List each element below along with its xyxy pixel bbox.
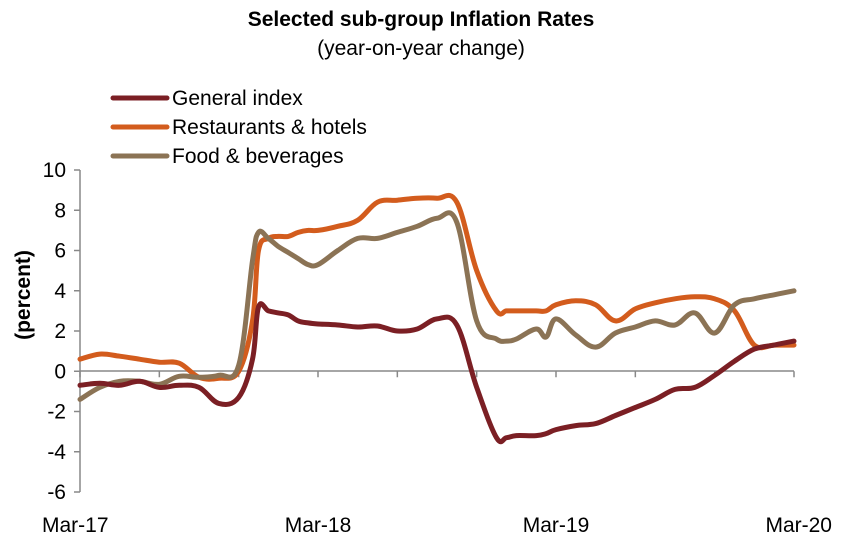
y-tick-label: 6: [54, 240, 66, 263]
y-tick-label: -2: [47, 401, 66, 424]
x-tick-label: Mar-18: [285, 514, 352, 537]
legend-label-food-beverages: Food & beverages: [172, 145, 344, 168]
y-tick-label: 4: [54, 280, 66, 303]
legend: General index Restaurants & hotels Food …: [110, 87, 367, 168]
series-line-general-index: [77, 301, 797, 445]
y-axis-label: (percent): [12, 250, 35, 340]
x-tick-label: Mar-17: [42, 514, 109, 537]
series-line-restaurants-hotels: [77, 192, 797, 382]
chart-subtitle: (year-on-year change): [317, 37, 525, 60]
y-tick-label: -4: [47, 441, 66, 464]
legend-label-restaurants-hotels: Restaurants & hotels: [172, 116, 367, 139]
series-lines: [77, 192, 797, 445]
y-tick-label: 0: [54, 360, 66, 383]
y-ticks: 10 8 6 4 2 0 -2 -4 -6: [43, 159, 80, 504]
x-tick-label: Mar-20: [765, 514, 832, 537]
y-tick-label: 8: [54, 199, 66, 222]
y-tick-label: 10: [43, 159, 66, 182]
y-tick-label: -6: [47, 481, 66, 504]
series-line-food-beverages: [77, 210, 797, 402]
y-tick-label: 2: [54, 320, 66, 343]
legend-label-general-index: General index: [172, 87, 303, 110]
x-ticks: Mar-17 Mar-18 Mar-19 Mar-20: [42, 371, 832, 537]
chart-title: Selected sub-group Inflation Rates: [248, 8, 595, 31]
x-tick-label: Mar-19: [523, 514, 590, 537]
